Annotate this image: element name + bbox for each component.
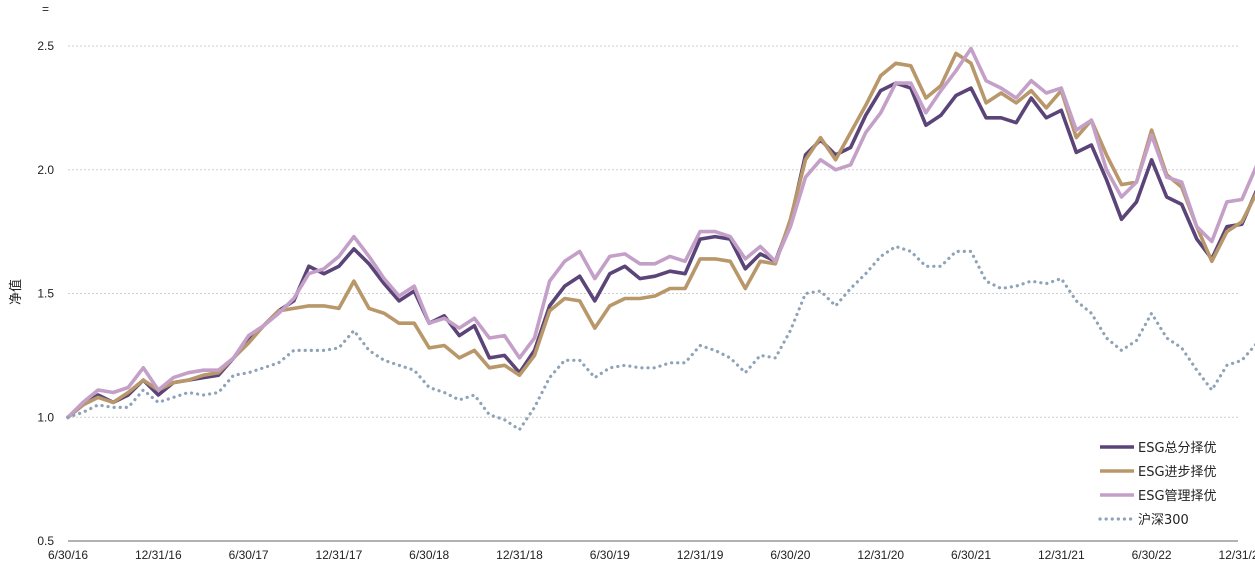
series-line-0 (66, 81, 1255, 420)
x-tick-label: 12/31/18 (496, 548, 543, 562)
series-lines (66, 46, 1255, 432)
x-tick-label: 6/30/22 (1132, 548, 1172, 562)
corner-mark: = (42, 2, 49, 16)
x-tick-label: 6/30/17 (229, 548, 269, 562)
x-tick-label: 6/30/18 (409, 548, 449, 562)
y-tick-label: 2.0 (37, 163, 54, 177)
series-line-1 (66, 51, 1255, 420)
y-tick-label: 1.0 (37, 410, 54, 424)
y-tick-label: 1.5 (37, 287, 54, 301)
series-line-3 (66, 244, 1255, 432)
x-tick-label: 12/31/16 (135, 548, 182, 562)
gridlines (68, 45, 1238, 418)
y-tick-labels: 0.5 1.0 1.5 2.0 2.5 (37, 39, 54, 548)
y-axis-title: 净值 (8, 279, 24, 305)
x-tick-label: 6/30/21 (951, 548, 991, 562)
series-line-2 (66, 46, 1255, 420)
y-tick-label: 0.5 (37, 534, 54, 548)
x-tick-label: 12/31/21 (1038, 548, 1085, 562)
x-tick-label: 6/30/19 (590, 548, 630, 562)
x-tick-labels: 6/30/16 12/31/16 6/30/17 12/31/17 6/30/18 12/… (48, 548, 1255, 562)
x-tick-label: 12/31/17 (316, 548, 363, 562)
y-tick-label: 2.5 (37, 39, 54, 53)
legend-label: ESG总分择优 (1138, 441, 1217, 456)
legend-label: 沪深300 (1138, 512, 1189, 528)
x-tick-label: 12/31/19 (677, 548, 724, 562)
legend-label: ESG管理择优 (1138, 489, 1217, 504)
x-tick-label: 12/31/20 (857, 548, 904, 562)
x-tick-label: 6/30/20 (770, 548, 810, 562)
legend-label: ESG进步择优 (1138, 465, 1217, 480)
x-tick-label: 12/31/22 (1219, 548, 1255, 562)
x-tick-label: 6/30/16 (48, 548, 88, 562)
